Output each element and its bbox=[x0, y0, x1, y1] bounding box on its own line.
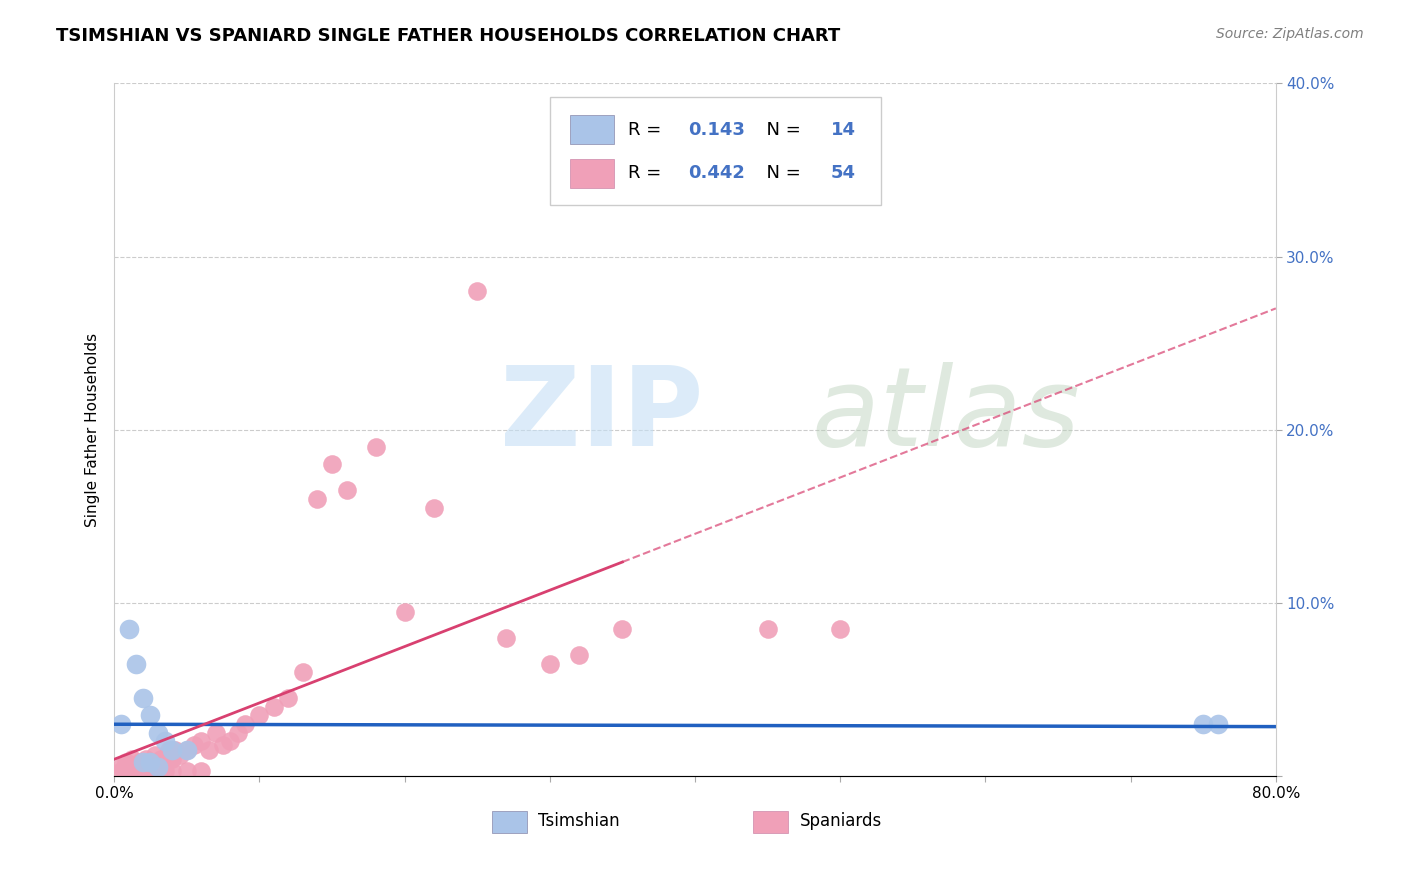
Point bbox=[321, 458, 343, 472]
Point bbox=[132, 764, 155, 778]
Point bbox=[110, 717, 132, 731]
Point bbox=[190, 764, 212, 778]
Text: atlas: atlas bbox=[811, 362, 1080, 469]
Point bbox=[121, 752, 143, 766]
Point bbox=[139, 708, 162, 723]
Point bbox=[1192, 717, 1215, 731]
Point bbox=[110, 764, 132, 778]
Point bbox=[139, 756, 162, 770]
Point bbox=[169, 748, 191, 763]
Point bbox=[465, 284, 488, 298]
Point bbox=[114, 756, 136, 770]
Point bbox=[612, 622, 634, 636]
Text: ZIP: ZIP bbox=[501, 362, 704, 469]
Point bbox=[153, 756, 176, 770]
Text: Tsimshian: Tsimshian bbox=[538, 812, 620, 830]
Point bbox=[422, 500, 444, 515]
Point bbox=[139, 764, 162, 778]
Point bbox=[212, 738, 235, 752]
Point bbox=[226, 726, 249, 740]
Text: Spaniards: Spaniards bbox=[800, 812, 882, 830]
Point bbox=[291, 665, 314, 680]
Point bbox=[149, 752, 172, 766]
Point bbox=[197, 743, 219, 757]
FancyBboxPatch shape bbox=[550, 97, 882, 204]
Point bbox=[125, 657, 148, 671]
Point bbox=[830, 622, 852, 636]
Text: N =: N = bbox=[755, 164, 807, 183]
Point bbox=[568, 648, 591, 662]
Text: R =: R = bbox=[627, 120, 666, 139]
Point bbox=[118, 758, 141, 772]
FancyBboxPatch shape bbox=[569, 115, 613, 145]
FancyBboxPatch shape bbox=[492, 811, 527, 833]
Point bbox=[277, 691, 299, 706]
Text: 54: 54 bbox=[831, 164, 856, 183]
Point bbox=[263, 699, 285, 714]
Point bbox=[162, 764, 184, 778]
Point bbox=[190, 734, 212, 748]
Point bbox=[110, 760, 132, 774]
Text: Source: ZipAtlas.com: Source: ZipAtlas.com bbox=[1216, 27, 1364, 41]
Point bbox=[146, 764, 169, 778]
Point bbox=[364, 440, 387, 454]
Point bbox=[495, 631, 517, 645]
Point bbox=[183, 738, 205, 752]
Point bbox=[538, 657, 561, 671]
Point bbox=[146, 758, 169, 772]
Point bbox=[162, 743, 184, 757]
Text: R =: R = bbox=[627, 164, 666, 183]
Point bbox=[176, 764, 198, 778]
FancyBboxPatch shape bbox=[569, 159, 613, 188]
Point bbox=[125, 764, 148, 778]
Point bbox=[118, 622, 141, 636]
Point bbox=[139, 756, 162, 770]
Point bbox=[118, 764, 141, 778]
Point bbox=[219, 734, 242, 748]
Point bbox=[394, 605, 416, 619]
Point bbox=[247, 708, 270, 723]
Point bbox=[162, 752, 184, 766]
Text: 0.442: 0.442 bbox=[688, 164, 745, 183]
Text: 14: 14 bbox=[831, 120, 856, 139]
Point bbox=[1206, 717, 1229, 731]
Point bbox=[153, 764, 176, 778]
Point bbox=[143, 748, 166, 763]
Point bbox=[125, 760, 148, 774]
Point bbox=[205, 726, 228, 740]
Point bbox=[153, 734, 176, 748]
Point bbox=[176, 743, 198, 757]
Point bbox=[146, 726, 169, 740]
Text: 0.143: 0.143 bbox=[688, 120, 745, 139]
Point bbox=[176, 743, 198, 757]
FancyBboxPatch shape bbox=[754, 811, 787, 833]
Point bbox=[165, 743, 187, 757]
Text: TSIMSHIAN VS SPANIARD SINGLE FATHER HOUSEHOLDS CORRELATION CHART: TSIMSHIAN VS SPANIARD SINGLE FATHER HOUS… bbox=[56, 27, 841, 45]
Point bbox=[135, 752, 157, 766]
Point bbox=[335, 483, 357, 498]
Y-axis label: Single Father Households: Single Father Households bbox=[86, 333, 100, 527]
Point bbox=[114, 760, 136, 774]
Point bbox=[157, 743, 180, 757]
Point bbox=[146, 760, 169, 774]
Point bbox=[132, 691, 155, 706]
Point bbox=[132, 756, 155, 770]
Text: N =: N = bbox=[755, 120, 807, 139]
Point bbox=[756, 622, 779, 636]
Point bbox=[307, 491, 329, 506]
Point bbox=[129, 756, 152, 770]
Point bbox=[233, 717, 256, 731]
Point bbox=[132, 758, 155, 772]
